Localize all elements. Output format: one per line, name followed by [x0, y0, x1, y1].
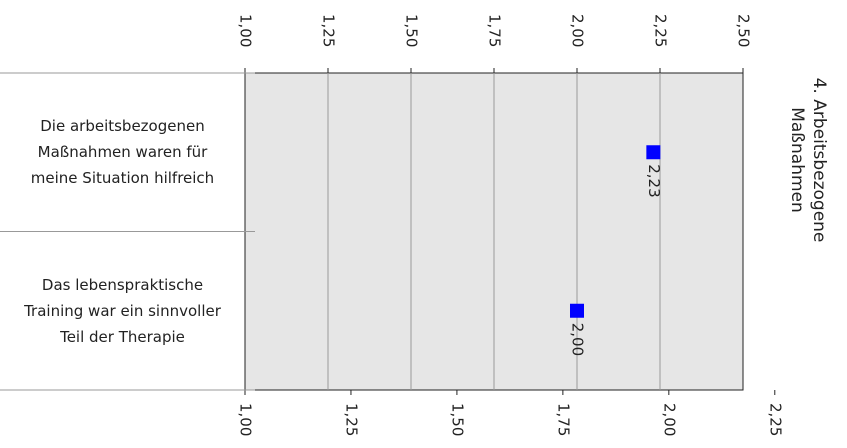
x-tick-label: 2,50 [735, 14, 753, 47]
x2-tick-label: 1,75 [554, 403, 572, 436]
x-tick-label: 1,25 [320, 14, 338, 47]
category-label-text: Das lebenspraktische Training war ein si… [24, 275, 221, 346]
category-label: Die arbeitsbezogenen Maßnahmen waren für… [0, 113, 245, 191]
data-label: 2,00 [569, 323, 587, 356]
dot [646, 145, 661, 160]
data-label: 2,23 [645, 164, 663, 197]
dot [570, 303, 584, 318]
group-label-text: 4. Arbeitsbezogene Maßnahmen [787, 77, 829, 243]
x2-tick-label: 1,00 [237, 403, 255, 436]
group-label: 4. Arbeitsbezogene Maßnahmen [786, 60, 830, 260]
x-tick-label: 1,75 [486, 14, 504, 47]
x-tick-label: 1,50 [403, 14, 421, 47]
x2-tick-label: 2,25 [766, 403, 784, 436]
x2-tick-label: 2,00 [660, 403, 678, 436]
category-label: Das lebenspraktische Training war ein si… [0, 272, 245, 350]
x-tick-label: 2,00 [569, 14, 587, 47]
x2-tick-label: 1,25 [342, 403, 360, 436]
x2-tick-label: 1,50 [448, 403, 466, 436]
x-tick-label: 2,25 [652, 14, 670, 47]
category-label-text: Die arbeitsbezogenen Maßnahmen waren für… [30, 117, 215, 188]
x-tick-label: 1,00 [237, 14, 255, 47]
